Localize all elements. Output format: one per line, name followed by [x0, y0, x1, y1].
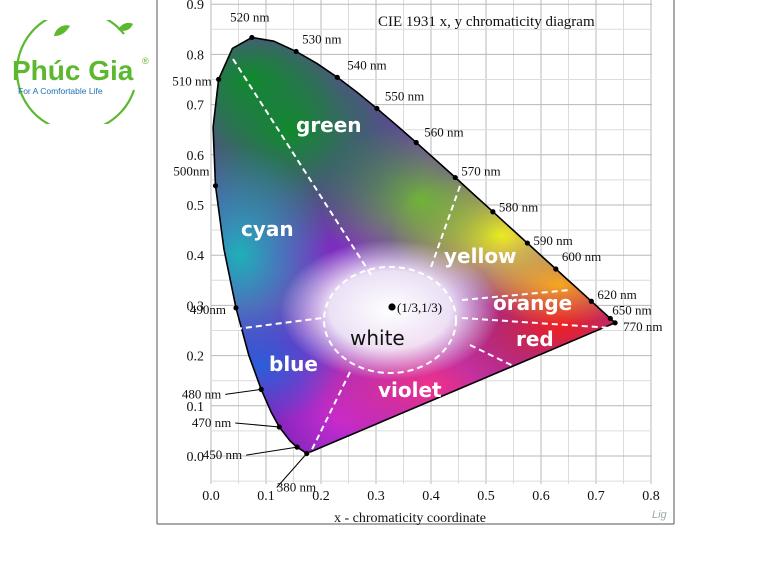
region-dividers [232, 58, 613, 479]
divider-yellow-orange [461, 289, 571, 301]
wavelength-dot [612, 320, 618, 326]
wavelength-dot [607, 315, 613, 322]
x-tick-label: 0.6 [532, 489, 550, 504]
region-label-violet: violet [378, 378, 442, 402]
x-tick-label: 0.3 [367, 489, 385, 504]
wavelength-leader-line [276, 453, 308, 488]
wavelength-dot [413, 139, 419, 146]
y-tick-label: 0.6 [187, 149, 205, 164]
white-region-boundary [323, 266, 457, 374]
divider-green-yellow [429, 185, 461, 271]
wavelength-label: 480 nm [182, 386, 221, 401]
divider-orange-red [461, 317, 613, 329]
wavelength-label: 490nm [190, 302, 226, 317]
wavelength-label: 500nm [173, 164, 209, 179]
spectral-locus [212, 36, 617, 455]
divider-red-violet [469, 344, 539, 379]
white-point-marker [388, 303, 396, 311]
region-label-blue: blue [269, 352, 318, 376]
wavelength-leader-line [246, 446, 298, 456]
wavelength-dot [374, 105, 380, 112]
logo-registered: ® [142, 56, 149, 66]
y-tick-label: 0.9 [187, 0, 205, 13]
color-blob [280, 240, 500, 380]
x-axis-label: x - chromaticity coordinate [334, 511, 486, 526]
divider-cyan-blue [235, 317, 323, 330]
region-label-white: white [350, 326, 405, 350]
wavelength-label: 770 nm [623, 319, 662, 334]
y-tick-label: 0.1 [187, 400, 205, 415]
wavelength-dot [293, 48, 299, 55]
white-point-label: (1/3,1/3) [397, 300, 442, 315]
region-label-red: red [516, 327, 554, 351]
wavelength-markers: 380 nm 450 nm 470 nm 480 nm 490nm 500nm 510 nm… [172, 9, 662, 494]
wavelength-dot [553, 266, 559, 272]
region-label-green: green [296, 113, 362, 137]
logo-tagline: For A Comfortable Life [18, 86, 103, 96]
watermark: Lig [652, 509, 668, 521]
wavelength-label: 560 nm [424, 125, 463, 140]
leaf-icon [118, 22, 133, 31]
wavelength-label: 570 nm [461, 164, 500, 179]
wavelength-dot [233, 305, 239, 311]
y-tick-label: 0.7 [187, 99, 205, 114]
wavelength-dot [588, 298, 594, 304]
wavelength-dot [212, 183, 219, 189]
y-tick-label: 0.0 [187, 450, 205, 465]
logo-brand: Phúc Gia [12, 55, 134, 86]
wavelength-label: 470 nm [192, 415, 231, 430]
wavelength-dot [524, 240, 530, 246]
wavelength-leader-line [225, 388, 262, 395]
x-tick-label: 0.0 [202, 489, 220, 504]
y-tick-label: 0.4 [187, 249, 205, 264]
wavelength-label: 530 nm [302, 31, 341, 46]
phuc-gia-logo: Phúc Gia ® For A Comfortable Life [12, 20, 149, 124]
wavelength-dot [452, 174, 458, 181]
region-label-orange: orange [493, 291, 572, 315]
leaf-icon [54, 25, 70, 36]
wavelength-label: 520 nm [230, 9, 269, 24]
y-tick-label: 0.5 [187, 199, 205, 214]
wavelength-leader-line [235, 422, 280, 428]
x-tick-label: 0.2 [312, 489, 330, 504]
wavelength-label: 600 nm [562, 249, 601, 264]
wavelength-label: 580 nm [499, 200, 538, 215]
x-tick-label: 0.4 [422, 489, 440, 504]
y-tick-label: 0.3 [187, 299, 205, 314]
wavelength-dot [216, 76, 222, 82]
wavelength-dot [249, 34, 255, 41]
wavelength-label: 510 nm [172, 73, 211, 88]
x-tick-label: 0.1 [257, 489, 275, 504]
diagram-title: CIE 1931 x, y chromaticity diagram [378, 14, 595, 30]
wavelength-label: 550 nm [385, 88, 424, 103]
wavelength-dot [334, 74, 340, 80]
wavelength-label: 540 nm [347, 57, 386, 72]
axis-tick-labels: 0.0 0.1 0.2 0.3 0.4 0.5 0.6 0.7 0.8 0.0 0.1 0.2 0.3 0… [187, 0, 660, 504]
region-label-cyan: cyan [241, 217, 294, 241]
wavelength-dot [490, 209, 496, 215]
logo-arc-icon [15, 20, 136, 124]
wavelength-label: 590 nm [533, 233, 572, 248]
region-label-yellow: yellow [444, 244, 517, 268]
y-tick-label: 0.8 [187, 48, 205, 63]
y-tick-label: 0.2 [187, 350, 205, 365]
wavelength-label: 380 nm [277, 479, 316, 494]
wavelength-label: 450 nm [203, 447, 242, 462]
x-tick-label: 0.7 [587, 489, 605, 504]
divider-green-cyan [232, 58, 374, 279]
x-tick-label: 0.8 [642, 489, 660, 504]
x-tick-label: 0.5 [477, 489, 495, 504]
wavelength-label: 620 nm [597, 287, 636, 302]
wavelength-label: 650 nm [612, 302, 651, 317]
